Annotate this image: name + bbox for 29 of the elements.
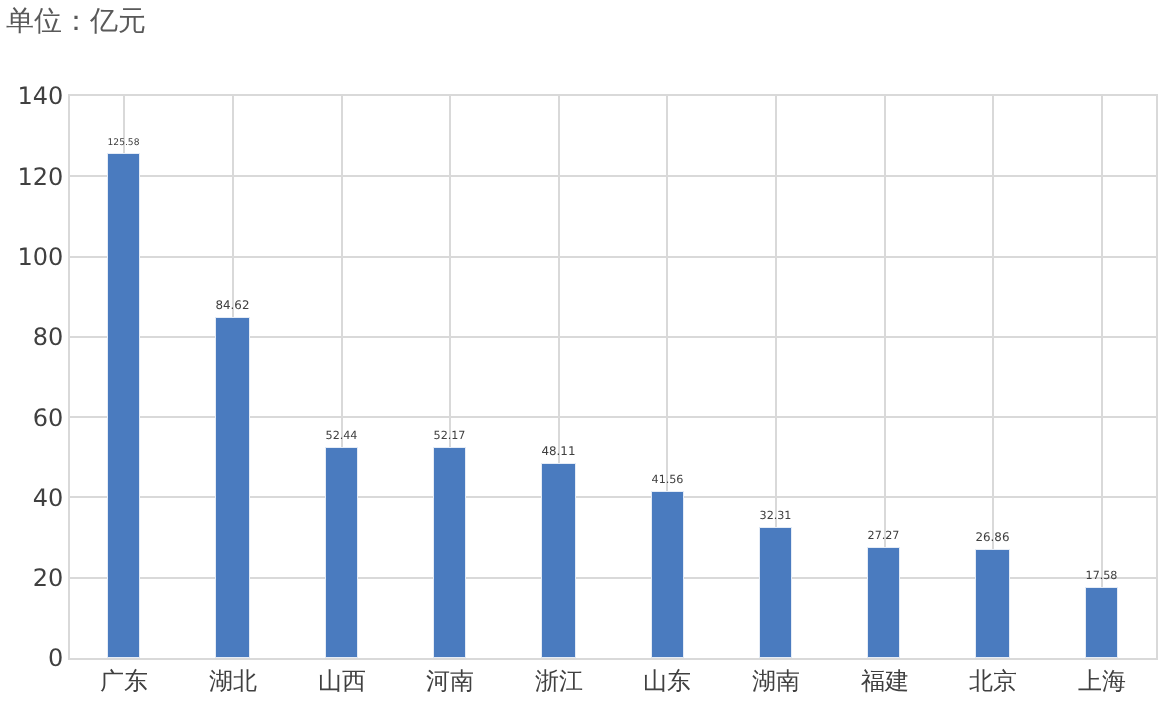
bar	[651, 491, 684, 658]
x-tick-label: 湖北	[208, 666, 257, 695]
x-tick-label: 山西	[317, 666, 366, 695]
bar	[107, 153, 140, 658]
y-tick-label: 0	[47, 644, 64, 673]
y-tick-label: 120	[17, 162, 64, 191]
bar	[433, 447, 466, 658]
x-tick-label: 广东	[100, 666, 149, 695]
bar	[325, 447, 358, 658]
bar	[759, 527, 792, 658]
chart-title: 单位：亿元	[5, 6, 146, 39]
bar	[215, 317, 250, 658]
x-tick-label: 上海	[1077, 666, 1126, 695]
y-tick-label: 140	[17, 82, 64, 111]
x-tick-label: 山东	[643, 666, 692, 695]
bar	[541, 463, 576, 658]
bar	[1085, 587, 1118, 658]
x-tick-label: 湖南	[751, 666, 800, 695]
y-tick-label: 80	[32, 323, 64, 352]
x-tick-label: 福建	[860, 666, 909, 695]
y-tick-label: 60	[32, 403, 64, 432]
y-tick-label: 40	[32, 483, 64, 512]
y-tick-label: 100	[17, 242, 64, 271]
y-tick-label: 20	[32, 564, 64, 593]
x-tick-label: 河南	[426, 666, 475, 695]
x-tick-label: 浙江	[534, 666, 583, 695]
bar	[975, 549, 1010, 658]
x-tick-label: 北京	[969, 666, 1018, 695]
bar	[867, 547, 900, 658]
